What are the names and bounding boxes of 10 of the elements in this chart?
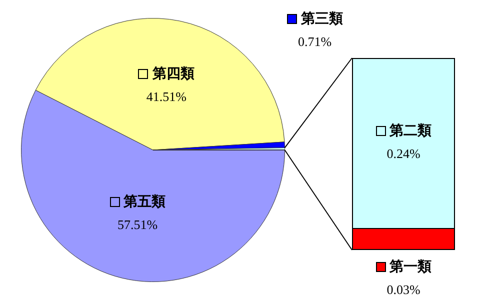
data-label: 0.71% [296, 33, 333, 51]
data-label: 41.51% [145, 88, 188, 106]
legend-label: 第一類 [390, 260, 432, 275]
data-label: 0.03% [386, 281, 422, 299]
legend-label: 第二類 [390, 124, 432, 140]
data-label: 0.24% [386, 145, 422, 164]
legend-label: 第四類 [152, 66, 194, 82]
data-label: 57.51% [116, 216, 159, 234]
legend-label: 第五類 [124, 195, 166, 210]
legend-label: 第三類 [300, 12, 343, 27]
